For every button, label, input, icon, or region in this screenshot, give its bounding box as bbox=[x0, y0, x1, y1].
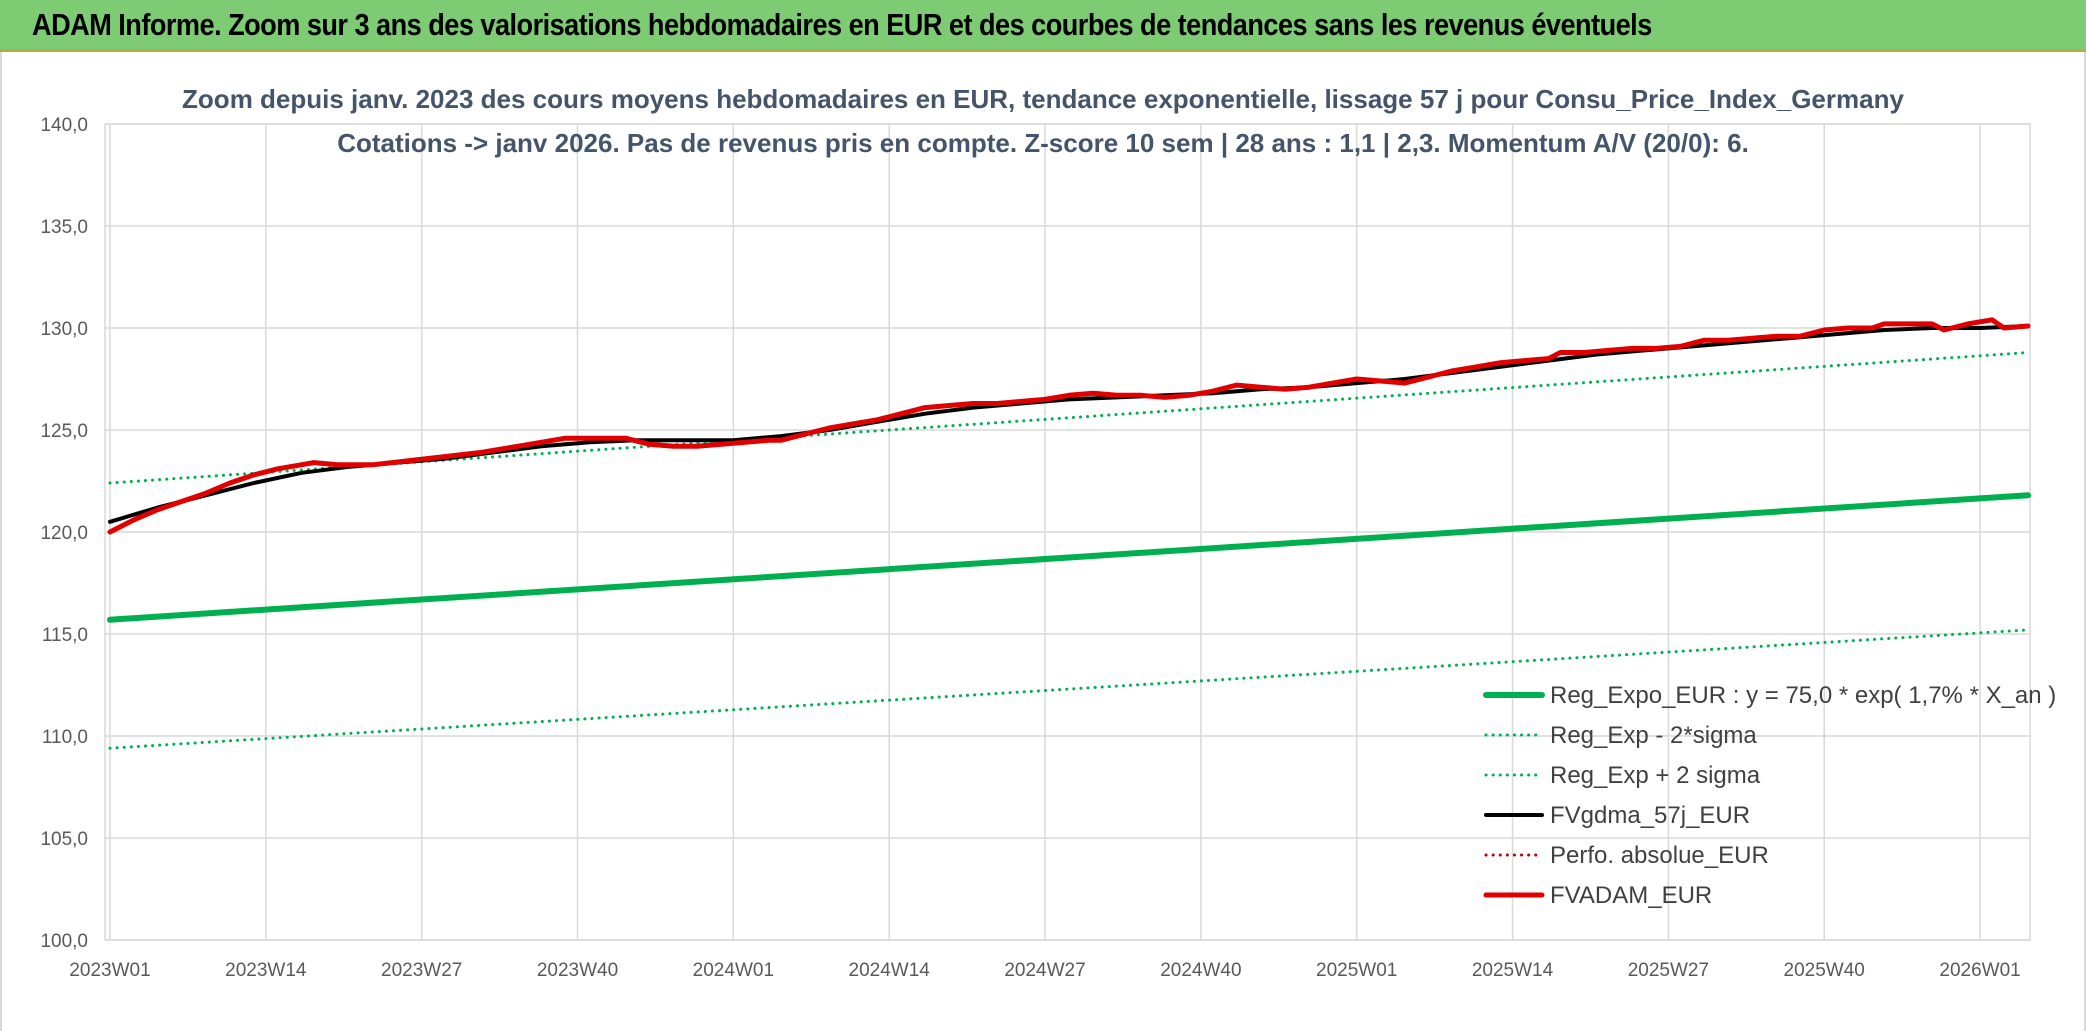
legend-label-5: FVADAM_EUR bbox=[1550, 882, 1712, 909]
y-tick-label: 130,0 bbox=[40, 319, 88, 340]
y-tick-label: 115,0 bbox=[42, 625, 88, 646]
x-axis: 2023W01 2023W14 2023W27 2023W40 2024W01 2024W… bbox=[69, 960, 2020, 981]
x-tick-label: 2023W01 bbox=[69, 960, 150, 981]
x-tick-label: 2026W01 bbox=[1939, 960, 2020, 981]
series-line-0 bbox=[107, 492, 2031, 623]
series-line-1 bbox=[108, 628, 2030, 750]
chart-title-line1: Zoom depuis janv. 2023 des cours moyens … bbox=[182, 84, 1904, 114]
chart-title-line2: Cotations -> janv 2026. Pas de revenus p… bbox=[337, 128, 1749, 158]
x-tick-label: 2023W27 bbox=[381, 960, 462, 981]
gridlines bbox=[104, 123, 2031, 941]
plot-area-border bbox=[104, 123, 2031, 941]
y-axis: 100,0 105,0 110,0 115,0 120,0 125,0 130,0 135,0… bbox=[40, 115, 88, 952]
series-line-5 bbox=[107, 317, 2031, 535]
y-tick-label: 110,0 bbox=[42, 727, 88, 748]
legend-label-0: Reg_Expo_EUR : y = 75,0 * exp( 1,7% * X_… bbox=[1550, 682, 2056, 709]
y-tick-label: 135,0 bbox=[40, 217, 88, 238]
y-tick-label: 105,0 bbox=[40, 829, 88, 850]
x-tick-label: 2023W14 bbox=[225, 960, 307, 981]
x-tick-label: 2024W40 bbox=[1160, 960, 1241, 981]
x-tick-label: 2024W01 bbox=[693, 960, 774, 981]
series-group bbox=[107, 317, 2031, 750]
y-tick-label: 100,0 bbox=[40, 931, 88, 952]
y-tick-label: 125,0 bbox=[40, 421, 88, 442]
report-title: ADAM Informe. Zoom sur 3 ans des valoris… bbox=[32, 7, 1652, 42]
legend-label-2: Reg_Exp + 2 sigma bbox=[1550, 762, 1761, 789]
x-tick-label: 2025W27 bbox=[1628, 960, 1709, 981]
y-tick-label: 140,0 bbox=[40, 115, 88, 136]
x-tick-label: 2025W40 bbox=[1784, 960, 1865, 981]
report-banner: ADAM Informe. Zoom sur 3 ans des valoris… bbox=[0, 0, 2086, 52]
x-tick-label: 2024W27 bbox=[1004, 960, 1085, 981]
series-line-3 bbox=[108, 324, 2030, 524]
y-tick-label: 120,0 bbox=[40, 523, 88, 544]
x-tick-label: 2023W40 bbox=[537, 960, 618, 981]
legend-label-1: Reg_Exp - 2*sigma bbox=[1550, 722, 1757, 749]
x-tick-label: 2025W01 bbox=[1316, 960, 1397, 981]
x-tick-label: 2025W14 bbox=[1472, 960, 1554, 981]
chart-frame bbox=[0, 52, 2086, 1031]
legend-label-3: FVgdma_57j_EUR bbox=[1550, 802, 1750, 829]
x-tick-label: 2024W14 bbox=[849, 960, 931, 981]
legend: Reg_Expo_EUR : y = 75,0 * exp( 1,7% * X_… bbox=[1483, 682, 2056, 909]
legend-label-4: Perfo. absolue_EUR bbox=[1550, 842, 1769, 869]
